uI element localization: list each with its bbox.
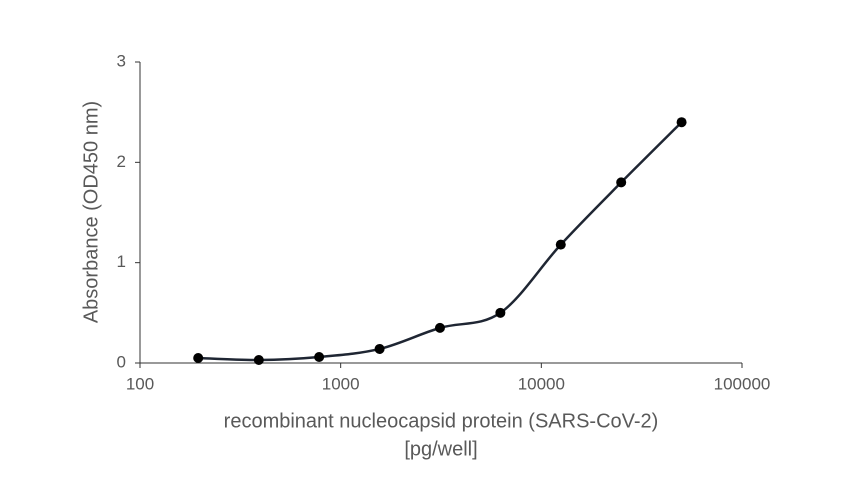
marker <box>555 239 566 250</box>
y-axis-title: Absorbance (OD450 nm) <box>80 101 102 323</box>
x-axis-title: [pg/well] <box>404 438 477 460</box>
y-tick-label: 1 <box>117 252 126 271</box>
marker <box>434 322 445 333</box>
marker <box>495 307 506 318</box>
marker <box>374 343 385 354</box>
marker <box>253 354 264 365</box>
marker <box>616 177 627 188</box>
marker <box>314 351 325 362</box>
line <box>198 121 683 362</box>
y-tick-label: 2 <box>117 152 126 171</box>
x-tick-label: 100 <box>126 374 154 393</box>
x-axis-title: recombinant nucleocapsid protein (SARS-C… <box>224 410 659 432</box>
y-tick-label: 0 <box>117 352 126 371</box>
x-tick-label: 1000 <box>322 374 360 393</box>
marker <box>193 352 204 363</box>
x-tick-label: 100000 <box>714 374 771 393</box>
x-tick-label: 10000 <box>518 374 565 393</box>
y-tick-label: 3 <box>117 51 126 70</box>
marker <box>676 117 687 128</box>
